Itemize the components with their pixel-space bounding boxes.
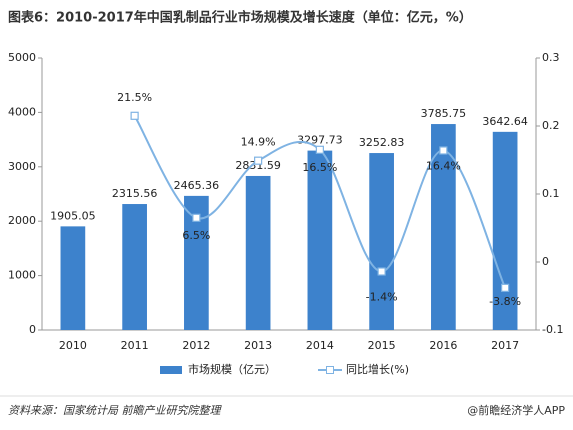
x-tick-label: 2015 xyxy=(368,339,396,352)
chart-title: 图表6：2010-2017年中国乳制品行业市场规模及增长速度（单位：亿元，%） xyxy=(8,10,472,26)
y-tick-label: 3000 xyxy=(8,160,36,173)
bar-value-label: 2465.36 xyxy=(174,179,220,192)
bar-value-label: 1905.05 xyxy=(50,209,96,222)
line-value-label: -1.4% xyxy=(366,291,398,304)
x-tick-label: 2010 xyxy=(59,339,87,352)
bar-value-label: 2315.56 xyxy=(112,187,158,200)
source-note: 资料来源：国家统计局 前瞻产业研究院整理 xyxy=(8,404,222,417)
bar-value-label: 3642.64 xyxy=(482,115,528,128)
y2-tick-label: 0.2 xyxy=(542,119,560,132)
line-marker xyxy=(130,111,139,120)
y-tick-label: 2000 xyxy=(8,214,36,227)
bar xyxy=(369,153,394,330)
line-marker xyxy=(315,145,324,154)
line-value-label: 16.5% xyxy=(302,161,337,174)
y2-tick-label: -0.1 xyxy=(542,323,563,336)
line-marker xyxy=(501,283,510,292)
y-tick-label: 1000 xyxy=(8,269,36,282)
legend-label: 市场规模（亿元） xyxy=(188,362,276,376)
line-value-label: 6.5% xyxy=(182,229,210,242)
line-value-label: 14.9% xyxy=(241,136,276,149)
x-tick-label: 2017 xyxy=(491,339,519,352)
x-tick-label: 2016 xyxy=(429,339,457,352)
bar xyxy=(431,124,456,330)
bar xyxy=(60,226,86,330)
bar xyxy=(245,175,271,330)
bar-value-label: 3252.83 xyxy=(359,136,405,149)
bar-value-label: 2831.59 xyxy=(235,159,281,172)
legend-label: 同比增长(%) xyxy=(346,362,409,376)
legend-swatch xyxy=(326,366,334,374)
bar xyxy=(492,131,518,330)
line-marker xyxy=(254,156,263,165)
line-marker xyxy=(377,267,386,276)
legend-swatch xyxy=(160,366,182,374)
x-tick-label: 2011 xyxy=(121,339,149,352)
x-tick-label: 2013 xyxy=(244,339,272,352)
y2-tick-label: 0.3 xyxy=(542,51,560,64)
x-tick-label: 2012 xyxy=(182,339,210,352)
y-tick-label: 0 xyxy=(29,323,36,336)
line-value-label: -3.8% xyxy=(489,295,521,308)
brand: @前瞻经济学人APP xyxy=(467,403,565,417)
bar xyxy=(307,150,333,330)
y-tick-label: 4000 xyxy=(8,105,36,118)
y-tick-label: 5000 xyxy=(8,51,36,64)
bar-value-label: 3297.73 xyxy=(297,134,343,147)
line-value-label: 21.5% xyxy=(117,91,152,104)
y2-tick-label: 0.1 xyxy=(542,187,560,200)
line-marker xyxy=(439,146,448,155)
x-tick-label: 2014 xyxy=(306,339,334,352)
line-value-label: 16.4% xyxy=(426,159,461,172)
line-marker xyxy=(192,213,201,222)
bar xyxy=(122,204,147,330)
y2-tick-label: 0 xyxy=(542,255,549,268)
bar-value-label: 3785.75 xyxy=(421,107,467,120)
